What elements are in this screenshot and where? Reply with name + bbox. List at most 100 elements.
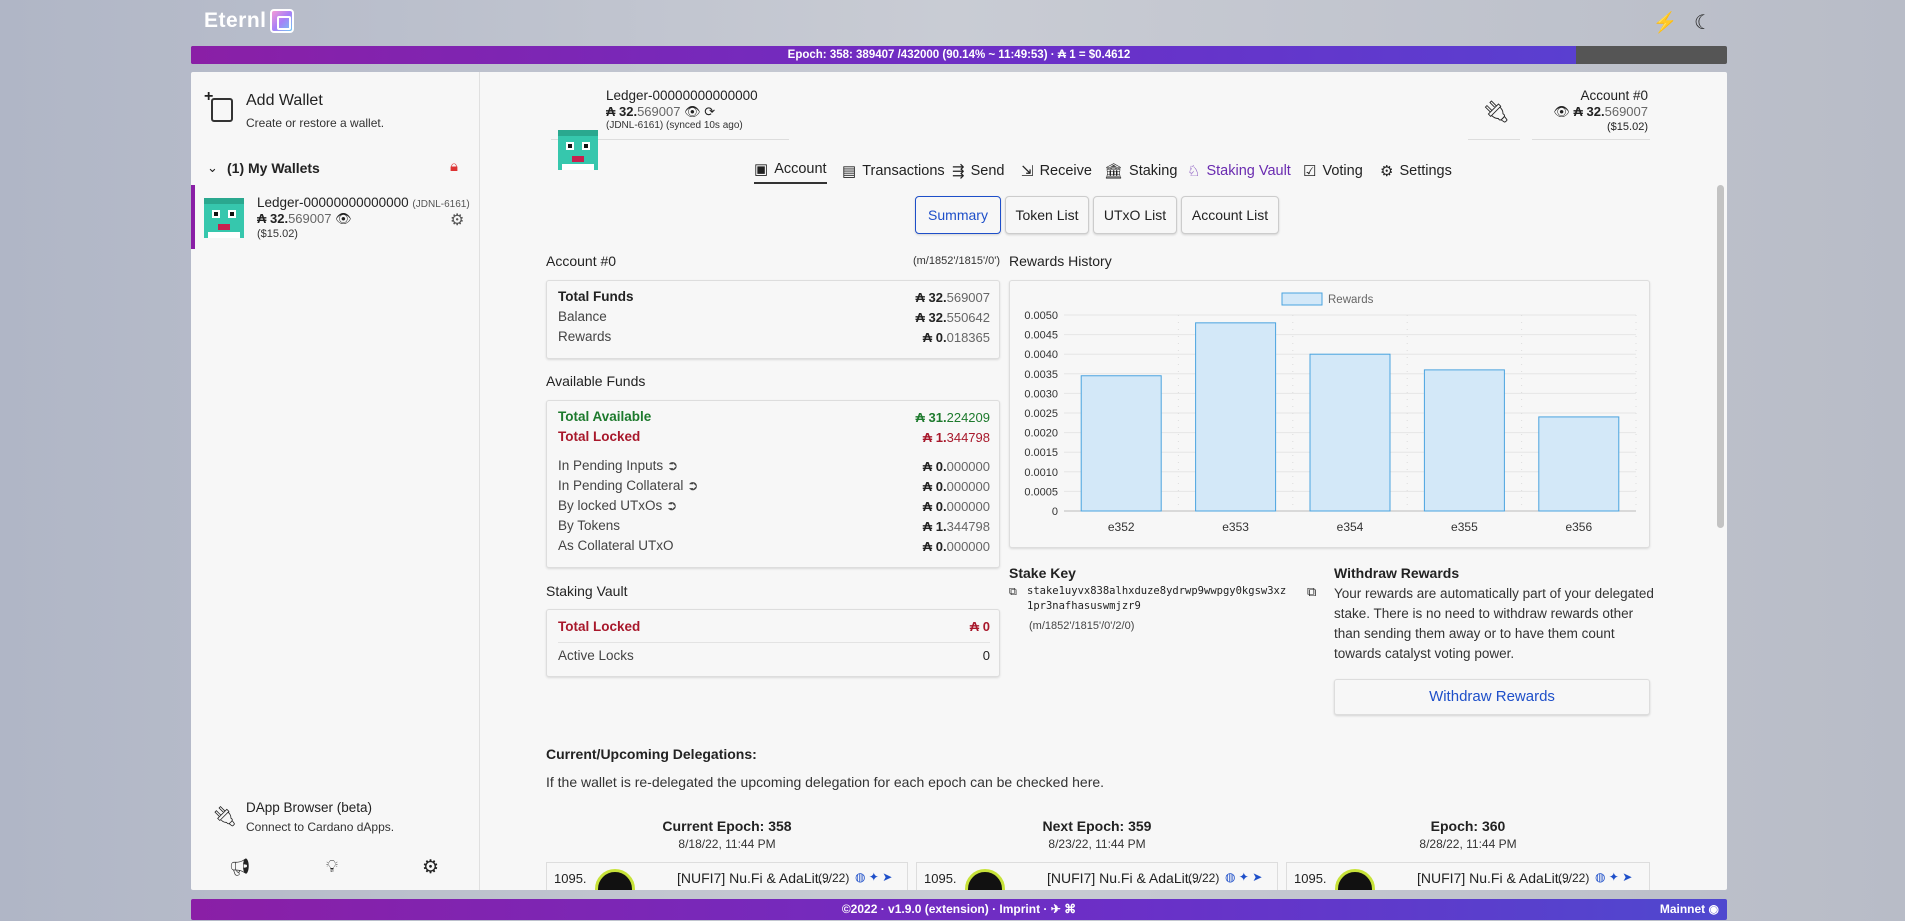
pool-logo <box>595 869 635 890</box>
subtab-account-list[interactable]: Account List <box>1181 196 1279 234</box>
rewards-chart-panel: Rewards 0 0.0005 0.0010 0.0015 0.0020 0.0025 0.… <box>1009 280 1650 548</box>
tab-settings[interactable]: ⚙ Settings <box>1380 163 1452 180</box>
pool-count: (9/22) <box>818 871 850 885</box>
delegations-title: Current/Upcoming Delegations: <box>546 746 757 762</box>
account-icon: ▣ <box>754 161 769 178</box>
add-wallet-icon[interactable] <box>204 88 233 122</box>
pool-name: [NUFI7] Nu.Fi & AdaLit... <box>1047 870 1201 886</box>
dapp-browser-subtitle: Connect to Cardano dApps. <box>246 820 395 834</box>
app-settings-gear-icon[interactable]: ⚙ <box>422 857 440 878</box>
as-collateral-dec: 000000 <box>946 539 990 554</box>
announcement-megaphone-icon[interactable]: 📢︎ <box>229 858 251 877</box>
y-tick-label: 0.0005 <box>1024 486 1058 498</box>
subtab-utxo-list[interactable]: UTxO List <box>1093 196 1177 234</box>
wallet-settings-gear-icon[interactable]: ⚙ <box>450 212 465 229</box>
tab-voting[interactable]: ☑ Voting <box>1303 163 1363 180</box>
staking-vault-icon: ♘ <box>1187 163 1201 180</box>
x-tick-label: e352 <box>1108 520 1135 534</box>
chevron-down-icon[interactable]: ⌄ <box>207 160 218 175</box>
x-tick-label: e355 <box>1451 520 1478 534</box>
hardware-plug-icon[interactable]: 🔌︎ <box>1482 99 1510 124</box>
header-account-amount-int: ₳ 32. <box>1573 104 1605 119</box>
sidebar-wallet-amount-dec: 569007 <box>288 211 332 226</box>
dark-mode-moon-icon[interactable]: ☾ <box>1694 12 1712 34</box>
wallet-list-item[interactable] <box>191 185 480 249</box>
bar-e353 <box>1195 322 1277 512</box>
external-link-icon[interactable]: ⧉ <box>1307 584 1317 599</box>
available-funds-panel <box>546 400 1000 568</box>
vault-divider <box>558 642 990 643</box>
dapp-browser-title[interactable]: DApp Browser (beta) <box>246 800 373 815</box>
arrow-circle-icon[interactable]: ➲ <box>666 498 678 513</box>
footer: ©2022 · v1.9.0 (extension) · Imprint · ✈… <box>191 899 1727 920</box>
y-tick-label: 0.0030 <box>1024 388 1058 400</box>
header-amount-dec: 569007 <box>637 104 681 119</box>
tab-transactions[interactable]: ▤ Transactions <box>842 163 945 180</box>
legend-swatch <box>1281 292 1323 306</box>
dapp-plug-icon[interactable]: 🔌︎ <box>212 806 238 828</box>
stake-key-line1[interactable]: stake1uyvx838alhxduze8ydrwp9wwpgy0kgsw3x… <box>1027 585 1287 597</box>
epoch-0-title: Current Epoch: 358 <box>662 818 792 834</box>
my-wallets-group[interactable]: (1) My Wallets <box>227 160 320 176</box>
x-tick-label: e354 <box>1337 520 1364 534</box>
rewards-int: ₳ 0. <box>922 330 947 345</box>
header-wallet-avatar <box>558 130 598 170</box>
main-scrollbar[interactable] <box>1717 185 1724 528</box>
receive-icon: ⇲ <box>1021 163 1034 180</box>
delegations-description: If the wallet is re-delegated the upcomi… <box>546 774 1105 790</box>
y-tick-label: 0.0040 <box>1024 349 1058 361</box>
network-plug-icon[interactable]: ⚡ <box>1652 12 1678 34</box>
arrow-circle-icon[interactable]: ➲ <box>687 478 699 493</box>
pool-card-2[interactable]: 1095. [NUFI7] Nu.Fi & AdaLit... (9/22) ◍… <box>1286 862 1650 890</box>
locked-utxos-label: By locked UTxOs <box>558 498 663 513</box>
header-wallet-box[interactable] <box>551 85 789 140</box>
app-logo-icon[interactable] <box>270 9 294 33</box>
tab-account[interactable]: ▣ Account <box>754 158 827 184</box>
total-funds-dec: 569007 <box>946 290 990 305</box>
locked-utxos-dec: 000000 <box>946 499 990 514</box>
header-sync-icon[interactable]: ⟳ <box>704 104 716 119</box>
withdraw-rewards-button[interactable]: Withdraw Rewards <box>1334 679 1650 715</box>
lock-icon[interactable]: 🔒︎ <box>450 158 458 175</box>
pool-social-icons[interactable]: ◍ ✦ ➤ <box>1225 870 1263 884</box>
stake-key-line2[interactable]: 1pr3nafhasuswmjzr9 <box>1027 600 1141 612</box>
tips-lightbulb-icon[interactable]: 💡︎ <box>326 857 338 876</box>
header-eye-icon[interactable]: 👁︎ <box>684 104 701 119</box>
tab-staking[interactable]: 🏛︎ Staking <box>1104 163 1178 180</box>
staking-bank-icon: 🏛︎ <box>1104 163 1124 180</box>
add-wallet-title[interactable]: Add Wallet <box>246 92 323 109</box>
account-title: Account #0 <box>546 253 617 269</box>
header-account-eye-icon[interactable]: 👁︎ <box>1553 104 1570 119</box>
pending-inputs-label: In Pending Inputs <box>558 458 664 473</box>
y-tick-label: 0.0015 <box>1024 447 1058 459</box>
footer-text[interactable]: ©2022 · v1.9.0 (extension) · Imprint · ✈… <box>841 902 1077 916</box>
y-tick-label: 0 <box>1052 506 1058 518</box>
tab-staking-vault[interactable]: ♘ Staking Vault <box>1187 163 1291 180</box>
network-label[interactable]: Mainnet <box>1659 902 1706 916</box>
rewards-bar-chart: Rewards 0 0.0005 0.0010 0.0015 0.0020 0.0025 0.… <box>1024 292 1637 534</box>
subtab-summary[interactable]: Summary <box>915 196 1001 234</box>
y-tick-label: 0.0045 <box>1024 330 1058 342</box>
active-locks-value: 0 <box>982 648 990 663</box>
sidebar-wallet-usd: ($15.02) <box>257 228 298 240</box>
header-account-box[interactable] <box>1532 85 1650 140</box>
pool-social-icons[interactable]: ◍ ✦ ➤ <box>1595 870 1633 884</box>
app-logo[interactable]: Eternl <box>204 9 267 32</box>
tab-receive[interactable]: ⇲ Receive <box>1021 163 1092 180</box>
tab-send[interactable]: ⇶ Send <box>952 163 1005 180</box>
available-funds-title: Available Funds <box>546 373 646 389</box>
locked-utxos-int: ₳ 0. <box>922 499 947 514</box>
pool-card-0[interactable]: 1095. [NUFI7] Nu.Fi & AdaLit... (9/22) ◍… <box>546 862 908 890</box>
bar-e352 <box>1080 375 1162 512</box>
sidebar <box>191 72 480 890</box>
settings-gear-icon: ⚙ <box>1380 163 1394 180</box>
pool-social-icons[interactable]: ◍ ✦ ➤ <box>855 870 893 884</box>
eye-icon[interactable]: 👁︎ <box>335 211 352 226</box>
balance-dec: 550642 <box>946 310 990 325</box>
pool-card-1[interactable]: 1095. [NUFI7] Nu.Fi & AdaLit... (9/22) ◍… <box>916 862 1278 890</box>
header-account-label: Account #0 <box>1580 88 1648 103</box>
subtab-token-list[interactable]: Token List <box>1005 196 1089 234</box>
balance-int: ₳ 32. <box>915 310 947 325</box>
copy-icon[interactable]: ⧉ <box>1009 586 1017 598</box>
arrow-circle-icon[interactable]: ➲ <box>666 458 679 473</box>
